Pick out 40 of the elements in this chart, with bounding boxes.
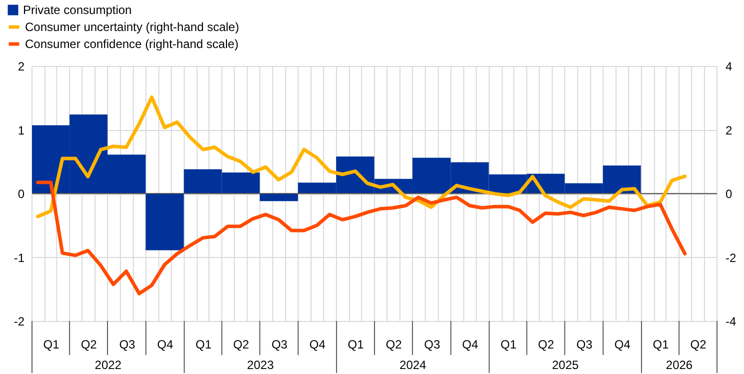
- text: 2026: [666, 358, 693, 372]
- y-tick-label: -1: [14, 250, 25, 265]
- x-tick-label: Q4: [614, 338, 631, 352]
- line-series: [36, 180, 687, 296]
- x-tick-label: Q4: [157, 338, 174, 352]
- x-tick-label: Q2: [538, 338, 554, 352]
- y-tick-label: -2: [14, 314, 25, 328]
- text: 2025: [552, 358, 580, 372]
- x-tick-label: Q1: [43, 338, 60, 352]
- bar: [260, 194, 298, 202]
- y2-tick-label: 2: [726, 123, 732, 138]
- text: 2022: [94, 358, 122, 372]
- x-tick-label: Q3: [576, 338, 593, 352]
- x-tick-label: Q1: [348, 338, 364, 352]
- y2-tick-label: 0: [726, 187, 732, 201]
- x-tick-label: Q4: [309, 338, 326, 352]
- x-tick-label: Q1: [500, 338, 517, 352]
- bar: [146, 194, 184, 250]
- line-series: [36, 95, 687, 218]
- y2-tick-label: -4: [726, 314, 736, 328]
- x-tick-label: Q2: [386, 338, 402, 352]
- legend-label: Consumer uncertainty (right-hand scale): [25, 20, 240, 34]
- x-tick-label: Q3: [271, 338, 288, 352]
- text: 2024: [400, 358, 427, 372]
- legend-label: Private consumption: [23, 3, 132, 17]
- x-tick-label: Q4: [462, 338, 478, 352]
- x-tick-label: Q2: [233, 338, 250, 352]
- x-tick-label: Q2: [80, 338, 98, 352]
- x-tick-label: Q2: [690, 338, 707, 352]
- y-tick-label: 0: [18, 187, 25, 201]
- y-tick-label: 1: [18, 123, 25, 138]
- y2-tick-label: -2: [726, 250, 736, 265]
- legend-label: Consumer confidence (right-hand scale): [25, 37, 238, 51]
- x-tick-label: Q1: [652, 338, 670, 352]
- x-tick-label: Q3: [119, 338, 136, 352]
- y2-tick-label: 4: [726, 60, 732, 74]
- x-tick-label: Q3: [424, 338, 440, 352]
- y-tick-label: 2: [18, 60, 25, 74]
- text: 2023: [247, 358, 274, 372]
- x-tick-label: Q1: [196, 338, 212, 352]
